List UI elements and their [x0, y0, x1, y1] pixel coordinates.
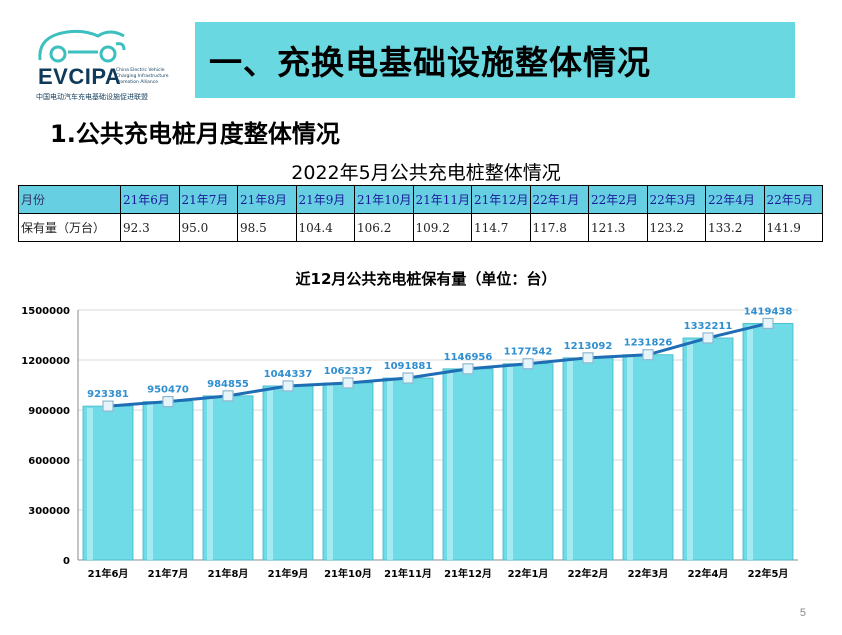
data-label: 1231826 — [624, 338, 673, 349]
y-tick-label: 900000 — [28, 406, 70, 417]
month-cell: 21年6月 — [120, 185, 180, 214]
table-header-row: 月份 21年6月 21年7月 21年8月 21年9月 21年10月 21年11月… — [18, 185, 823, 214]
banner-title: 一、充换电基础设施整体情况 — [209, 43, 651, 82]
row-label-cell: 保有量（万台） — [18, 213, 121, 242]
x-tick-label: 22年4月 — [688, 567, 729, 580]
data-label: 1177542 — [504, 347, 553, 358]
month-cell: 22年4月 — [705, 185, 765, 214]
page-number: 5 — [799, 607, 806, 619]
month-cell: 21年7月 — [178, 185, 238, 214]
data-point-marker — [462, 363, 474, 375]
month-cell: 22年3月 — [646, 185, 706, 214]
value-cell: 123.2 — [646, 213, 706, 242]
y-tick-label: 300000 — [28, 506, 70, 517]
month-cell: 21年10月 — [354, 185, 414, 214]
x-tick-label: 21年7月 — [148, 567, 189, 580]
table-title: 2022年5月公共充电桩整体情况 — [291, 162, 561, 184]
series-line — [107, 321, 769, 408]
x-tick-label: 22年3月 — [628, 567, 669, 580]
data-label: 1091881 — [384, 361, 433, 372]
x-tick-label: 21年8月 — [208, 567, 249, 580]
value-cell: 114.7 — [471, 213, 531, 242]
data-label: 1419438 — [744, 306, 793, 317]
x-tick-label: 21年6月 — [88, 567, 129, 580]
x-tick-label: 22年1月 — [508, 567, 549, 580]
data-label: 1146956 — [444, 352, 493, 363]
bar-highlight — [387, 380, 393, 560]
data-point-marker — [702, 332, 714, 344]
value-cell: 92.3 — [120, 213, 180, 242]
logo-subtitle-en: China Electric Vehicle Charging Infrastr… — [116, 68, 169, 85]
month-cell: 21年11月 — [412, 185, 472, 214]
month-cell: 21年9月 — [295, 185, 355, 214]
value-cell: 98.5 — [237, 213, 297, 242]
logo-name: EVCIPA — [38, 64, 122, 89]
chart-title: 近12月公共充电桩保有量（单位：台） — [295, 270, 557, 288]
evcipa-logo — [28, 22, 178, 102]
car-plug-icon — [38, 29, 126, 63]
bar-highlight — [267, 387, 273, 560]
title-banner: 一、充换电基础设施整体情况 — [195, 22, 795, 98]
data-label: 950470 — [147, 385, 189, 396]
data-label: 984855 — [207, 379, 249, 390]
data-point-marker — [762, 317, 774, 330]
x-tick-label: 21年11月 — [384, 567, 432, 580]
month-cell: 22年1月 — [529, 185, 589, 214]
bar-highlight — [327, 384, 333, 560]
month-cell: 21年8月 — [237, 185, 297, 214]
y-tick-label: 0 — [63, 556, 70, 567]
x-tick-label: 21年9月 — [268, 567, 309, 580]
value-cell: 133.2 — [705, 213, 765, 242]
x-tick-label: 21年10月 — [324, 567, 372, 580]
bar-highlight — [567, 359, 573, 560]
x-tick-label: 22年5月 — [748, 567, 789, 580]
value-cell: 121.3 — [588, 213, 648, 242]
value-cell: 141.9 — [763, 213, 823, 242]
bar-highlight — [507, 365, 513, 560]
data-label: 923381 — [87, 389, 129, 400]
data-label: 1062337 — [324, 366, 373, 377]
bar-highlight — [447, 370, 453, 560]
data-label: 1332211 — [684, 321, 733, 332]
month-cell: 22年5月 — [763, 185, 823, 214]
bar-highlight — [147, 403, 153, 560]
data-label: 1213092 — [564, 341, 613, 352]
month-cell: 22年2月 — [588, 185, 648, 214]
logo-subtitle-cn: 中国电动汽车充电基础设施促进联盟 — [36, 93, 148, 101]
value-cell: 106.2 — [354, 213, 414, 242]
bar-line-chart: 0 300000 600000 900000 1200000 1500000 21年6月 21… — [21, 306, 798, 580]
x-tick-label: 22年2月 — [568, 567, 609, 580]
x-tick-label: 21年12月 — [444, 567, 492, 580]
data-point-marker — [402, 372, 414, 384]
month-cell: 21年12月 — [471, 185, 531, 214]
section-heading: 1.公共充电桩月度整体情况 — [50, 120, 340, 148]
table-value-row: 保有量（万台） 92.3 95.0 98.5 104.4 106.2 109.2… — [18, 213, 823, 242]
data-point-marker — [102, 400, 114, 412]
value-cell: 109.2 — [412, 213, 472, 242]
y-tick-label: 600000 — [28, 456, 70, 467]
data-point-marker — [222, 390, 234, 402]
y-tick-label: 1200000 — [21, 356, 70, 367]
y-tick-label: 1500000 — [21, 306, 70, 317]
value-cell: 104.4 — [295, 213, 355, 242]
data-point-marker — [642, 349, 654, 361]
data-label: 1044337 — [264, 369, 313, 380]
data-point-marker — [522, 358, 534, 370]
data-point-marker — [582, 352, 594, 364]
value-cell: 95.0 — [178, 213, 238, 242]
bar-highlight — [207, 397, 213, 560]
data-table: 月份 21年6月 21年7月 21年8月 21年9月 21年10月 21年11月… — [18, 185, 823, 242]
data-point-marker — [282, 380, 294, 392]
bar-highlight — [627, 356, 633, 560]
bar-highlight — [687, 339, 693, 560]
header-label-cell: 月份 — [18, 185, 121, 214]
bar-highlight — [87, 408, 93, 560]
value-cell: 117.8 — [529, 213, 589, 242]
bar-highlight — [747, 325, 753, 560]
data-point-marker — [162, 395, 174, 408]
data-point-marker — [342, 377, 354, 389]
